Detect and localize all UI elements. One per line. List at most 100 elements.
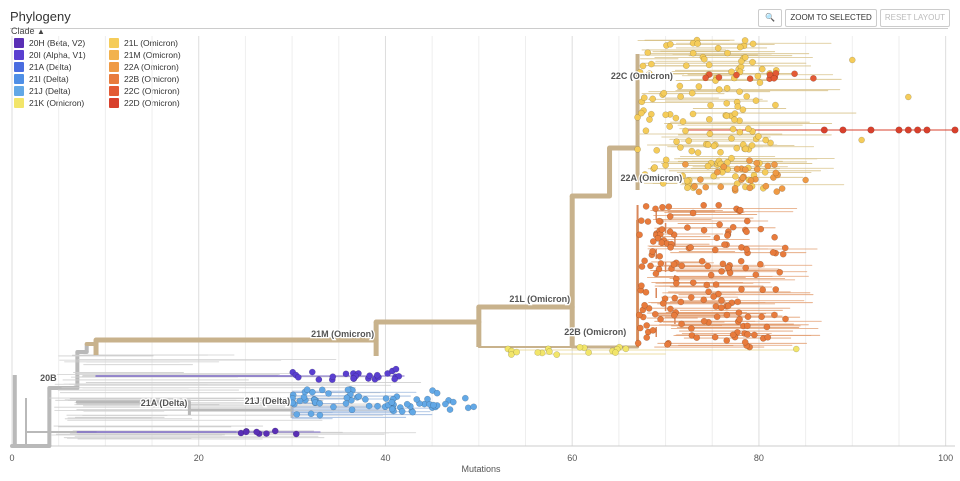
data-point <box>703 281 711 289</box>
magnifier-icon[interactable]: 🔍 <box>758 9 783 27</box>
legend-item[interactable]: 21L (Omicron) <box>109 38 178 48</box>
data-point <box>689 279 697 286</box>
data-point <box>685 137 693 145</box>
legend-swatch <box>14 86 24 96</box>
data-point <box>739 106 747 114</box>
data-point <box>735 309 743 316</box>
data-point <box>308 388 316 396</box>
data-point <box>716 221 723 228</box>
data-point <box>736 206 744 214</box>
data-point <box>710 293 717 300</box>
legend-item[interactable]: 21K (Omicron) <box>14 98 84 108</box>
data-point <box>737 257 745 265</box>
data-point <box>682 161 689 168</box>
data-point <box>691 182 698 190</box>
legend-label: 20H (Beta, V2) <box>29 38 86 48</box>
data-point <box>723 337 731 344</box>
data-point <box>634 113 641 121</box>
data-point <box>719 260 727 268</box>
legend-item[interactable]: 21A (Delta) <box>14 62 72 72</box>
legend-label: 20I (Alpha, V1) <box>29 50 86 60</box>
data-point <box>904 126 912 134</box>
data-point <box>756 79 764 87</box>
data-point <box>688 89 696 97</box>
data-point <box>758 313 765 321</box>
data-point <box>654 234 662 242</box>
data-point <box>769 249 777 256</box>
data-point <box>687 293 695 301</box>
data-point <box>342 370 350 378</box>
legend-item[interactable]: 21I (Delta) <box>14 74 69 84</box>
data-point <box>762 136 770 144</box>
zoom-to-selected-button[interactable]: ZOOM TO SELECTED <box>785 9 877 27</box>
data-point <box>647 262 654 270</box>
legend-label: 21K (Omicron) <box>29 98 85 108</box>
clade-label: 22B (Omicron) <box>564 327 626 337</box>
data-point <box>316 399 324 407</box>
data-point <box>739 174 747 182</box>
legend-swatch <box>14 74 24 84</box>
data-point <box>766 71 774 79</box>
data-point <box>723 311 731 319</box>
reset-layout-button[interactable]: RESET LAYOUT <box>879 9 950 27</box>
data-point <box>713 313 721 321</box>
data-point <box>839 126 847 134</box>
legend-toggle[interactable]: Clade ▲ <box>11 26 45 36</box>
data-point <box>388 398 396 406</box>
data-point <box>776 268 784 276</box>
data-point <box>649 238 657 245</box>
data-point <box>762 182 770 190</box>
data-point <box>307 410 315 418</box>
data-point <box>736 88 743 96</box>
data-point <box>670 261 678 268</box>
data-point <box>772 101 779 109</box>
data-point <box>746 184 754 192</box>
data-point <box>905 93 912 101</box>
data-point <box>718 296 725 304</box>
data-point <box>430 401 437 409</box>
data-point <box>689 110 697 118</box>
data-point <box>355 393 363 400</box>
legend-item[interactable]: 20I (Alpha, V1) <box>14 50 86 60</box>
data-point <box>744 322 751 330</box>
panel-title: Phylogeny <box>10 9 71 24</box>
data-point <box>694 149 702 156</box>
data-point <box>296 397 304 405</box>
data-point <box>710 142 718 150</box>
data-point <box>641 257 648 265</box>
data-point <box>642 288 650 296</box>
data-point <box>662 156 670 164</box>
data-point <box>442 400 449 408</box>
legend-item[interactable]: 22A (Omicron) <box>109 62 179 72</box>
data-point <box>673 138 680 146</box>
data-point <box>365 402 373 410</box>
data-point <box>664 341 671 348</box>
data-point <box>733 71 740 79</box>
data-point <box>689 209 697 217</box>
data-point <box>513 348 520 356</box>
data-point <box>714 44 722 52</box>
data-point <box>770 74 778 82</box>
data-point <box>738 285 745 293</box>
legend-item[interactable]: 20H (Beta, V2) <box>14 38 85 48</box>
data-point <box>637 217 645 225</box>
data-point <box>651 164 658 171</box>
data-point <box>678 320 685 328</box>
data-point <box>747 177 755 184</box>
data-point <box>391 375 399 383</box>
data-point <box>702 183 710 191</box>
data-point <box>782 315 789 323</box>
legend-label: 21A (Delta) <box>29 62 72 72</box>
data-point <box>666 213 674 220</box>
data-point <box>733 144 741 152</box>
data-point <box>655 265 663 273</box>
data-point <box>779 250 787 258</box>
data-point <box>342 400 350 407</box>
data-point <box>724 302 732 310</box>
data-point <box>729 125 737 133</box>
data-point <box>728 135 735 142</box>
data-point <box>635 311 643 319</box>
data-point <box>612 349 619 356</box>
legend-item[interactable]: 21J (Delta) <box>14 86 71 96</box>
